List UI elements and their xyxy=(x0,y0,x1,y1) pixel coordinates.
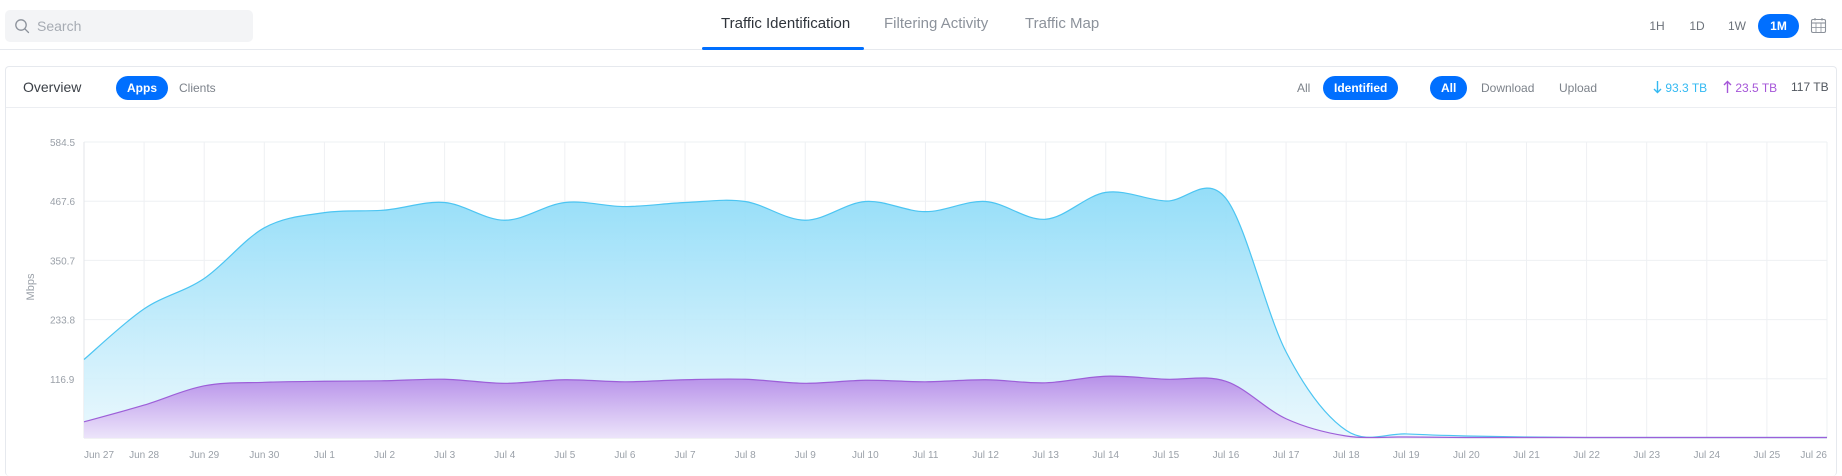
x-tick-label: Jul 10 xyxy=(852,450,879,461)
x-tick-label: Jul 18 xyxy=(1333,450,1360,461)
x-tick-label: Jul 12 xyxy=(972,450,999,461)
x-tick-label: Jul 14 xyxy=(1092,450,1119,461)
range-1m-button[interactable]: 1M xyxy=(1758,14,1799,38)
x-tick-label: Jul 26 xyxy=(1800,450,1827,461)
x-tick-label: Jul 8 xyxy=(735,450,757,461)
x-tick-label: Jul 16 xyxy=(1213,450,1240,461)
y-tick-label: 584.5 xyxy=(50,138,75,149)
x-tick-label: Jul 13 xyxy=(1032,450,1059,461)
filter-identified-toggle[interactable]: Identified xyxy=(1323,76,1399,100)
calendar-icon[interactable] xyxy=(1810,17,1827,34)
arrow-down-icon xyxy=(1653,81,1662,94)
apps-toggle[interactable]: Apps xyxy=(116,76,168,100)
x-tick-label: Jul 23 xyxy=(1633,450,1660,461)
direction-upload-toggle[interactable]: Upload xyxy=(1559,81,1598,95)
x-tick-label: Jun 27 xyxy=(84,450,114,461)
range-1w-button[interactable]: 1W xyxy=(1728,19,1746,33)
direction-all-toggle[interactable]: All xyxy=(1430,76,1468,100)
x-tick-label: Jul 17 xyxy=(1273,450,1300,461)
y-axis-label: Mbps xyxy=(25,273,37,300)
upload-series-line xyxy=(83,375,1827,439)
x-tick-label: Jul 19 xyxy=(1393,450,1420,461)
x-tick-label: Jul 9 xyxy=(795,450,817,461)
x-tick-label: Jul 1 xyxy=(314,450,336,461)
search-input[interactable]: Search xyxy=(5,10,253,42)
download-total-value: 93.3 TB xyxy=(1665,81,1708,95)
x-tick-label: Jul 2 xyxy=(374,450,396,461)
direction-download-toggle[interactable]: Download xyxy=(1481,81,1535,95)
upload-total: 23.5 TB xyxy=(1723,80,1777,95)
x-tick-label: Jun 30 xyxy=(249,450,279,461)
upload-total-value: 23.5 TB xyxy=(1735,81,1778,95)
top-bar: Search Traffic Identification Filtering … xyxy=(0,0,1842,50)
tab-traffic-map[interactable]: Traffic Map xyxy=(1025,15,1100,32)
overview-card: Overview Apps Clients All Identified All… xyxy=(5,66,1837,476)
x-tick-label: Jul 6 xyxy=(614,450,636,461)
download-total: 93.3 TB xyxy=(1653,80,1707,95)
x-tick-label: Jul 22 xyxy=(1573,450,1600,461)
x-tick-label: Jun 28 xyxy=(129,450,159,461)
combined-total: 117 TB xyxy=(1791,80,1829,94)
y-tick-label: 116.9 xyxy=(50,375,75,386)
x-tick-label: Jun 29 xyxy=(189,450,219,461)
x-axis: Jun 27 Jun 28 Jun 29 Jun 30 Jul 1 Jul 2 Jul 3 J… xyxy=(84,450,1827,461)
filter-all-toggle[interactable]: All xyxy=(1297,81,1311,95)
x-tick-label: Jul 20 xyxy=(1453,450,1480,461)
upload-series-area xyxy=(84,376,1827,438)
x-tick-label: Jul 3 xyxy=(434,450,456,461)
x-tick-label: Jul 4 xyxy=(494,450,516,461)
active-tab-indicator xyxy=(702,47,864,50)
y-tick-label: 233.8 xyxy=(50,316,75,327)
clients-toggle[interactable]: Clients xyxy=(179,81,216,95)
x-tick-label: Jul 5 xyxy=(554,450,576,461)
x-tick-label: Jul 25 xyxy=(1754,450,1781,461)
range-1d-button[interactable]: 1D xyxy=(1689,19,1705,33)
x-tick-label: Jul 21 xyxy=(1513,450,1540,461)
chart-areas xyxy=(83,187,1827,439)
y-tick-label: 467.6 xyxy=(50,197,75,208)
x-tick-label: Jul 24 xyxy=(1693,450,1720,461)
arrow-up-icon xyxy=(1723,80,1732,93)
y-tick-label: 350.7 xyxy=(50,256,75,267)
download-series-area xyxy=(84,188,1827,438)
overview-header: Overview Apps Clients All Identified All… xyxy=(6,67,1836,108)
range-1h-button[interactable]: 1H xyxy=(1649,19,1665,33)
tab-traffic-identification[interactable]: Traffic Identification xyxy=(721,15,851,32)
x-tick-label: Jul 11 xyxy=(912,450,938,461)
search-placeholder: Search xyxy=(37,18,82,34)
overview-title: Overview xyxy=(23,79,82,95)
y-axis: 116.9 233.8 350.7 467.6 584.5 xyxy=(50,138,75,386)
x-tick-label: Jul 7 xyxy=(674,450,696,461)
x-tick-label: Jul 15 xyxy=(1153,450,1180,461)
tab-filtering-activity[interactable]: Filtering Activity xyxy=(884,15,989,32)
search-icon xyxy=(15,19,30,34)
